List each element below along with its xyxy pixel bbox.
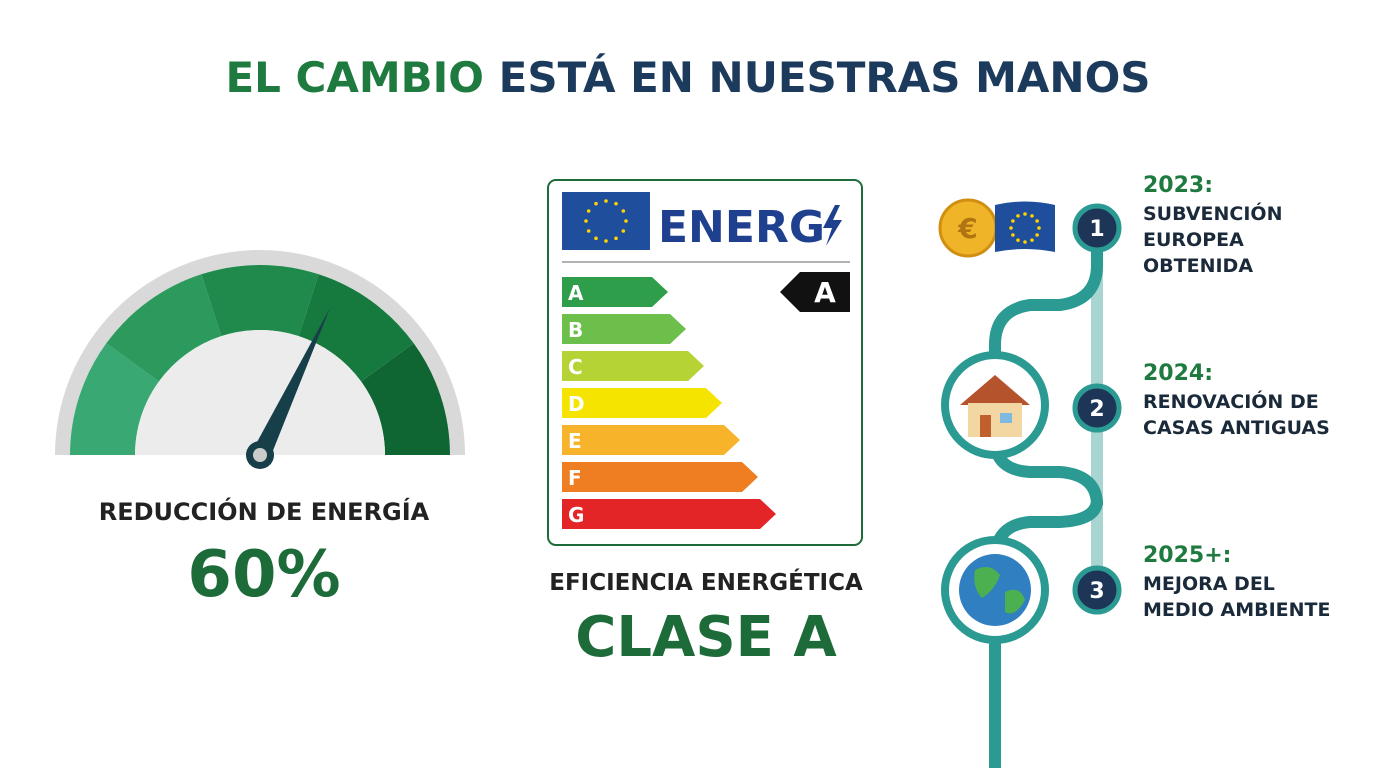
efficiency-bar <box>562 277 668 307</box>
eu-star <box>1037 226 1041 230</box>
eu-star <box>1011 233 1015 237</box>
efficiency-class: A <box>568 281 584 305</box>
house-door <box>980 415 991 437</box>
eu-star <box>1009 226 1013 230</box>
eu-star <box>614 201 618 206</box>
eu-star <box>1035 233 1039 237</box>
timeline-path <box>989 228 1103 768</box>
globe-land <box>974 566 1025 614</box>
eu-flag-small <box>995 201 1055 252</box>
efficiency-bar <box>562 462 758 492</box>
house-body <box>968 403 1022 437</box>
gauge-segment <box>201 265 319 337</box>
eu-star <box>1016 214 1020 218</box>
efficiency-bar <box>562 351 704 381</box>
efficiency-class: G <box>568 503 584 527</box>
gauge-segment <box>70 343 159 455</box>
gauge-value: 60% <box>187 538 340 612</box>
title: EL CAMBIO ESTÁ EN NUESTRAS MANOS <box>225 52 1150 102</box>
eu-star <box>1016 238 1020 242</box>
step-circle <box>1072 383 1122 433</box>
rating-arrow <box>780 272 850 312</box>
gauge-segment <box>361 343 450 455</box>
step-circle <box>1072 565 1122 615</box>
efficiency-bar <box>562 499 776 529</box>
gauge <box>55 250 465 469</box>
label-class: CLASE A <box>575 605 837 670</box>
energy-header: ENERG <box>658 202 825 253</box>
eu-star <box>621 229 626 233</box>
bolt-icon <box>823 205 842 246</box>
step-year: 2024: <box>1143 361 1213 386</box>
eu-star <box>594 236 598 241</box>
step-number: 3 <box>1089 579 1104 604</box>
house-window <box>1000 413 1012 423</box>
eu-star <box>1023 240 1027 244</box>
step-year: 2023: <box>1143 173 1213 198</box>
step-circle <box>1072 203 1122 253</box>
needle-pin <box>253 448 267 462</box>
eu-star <box>586 209 591 213</box>
eu-star <box>1011 219 1015 223</box>
eu-star <box>604 199 608 203</box>
eu-star <box>594 201 598 206</box>
gauge-needle <box>250 308 330 458</box>
step-year: 2025+: <box>1143 543 1231 568</box>
efficiency-class: E <box>568 429 582 453</box>
gauge-center <box>135 330 385 455</box>
step-text: EUROPEA <box>1143 229 1244 251</box>
eu-star <box>1030 214 1034 218</box>
step-text: MEDIO AMBIENTE <box>1143 599 1330 621</box>
gauge-segment <box>106 274 222 382</box>
efficiency-class: B <box>568 318 583 342</box>
house-roof <box>960 375 1030 405</box>
step-text: MEJORA DEL <box>1143 573 1275 595</box>
efficiency-bar <box>562 314 686 344</box>
label-caption: EFICIENCIA ENERGÉTICA <box>549 568 863 596</box>
eu-star <box>1023 212 1027 216</box>
globe <box>959 554 1031 626</box>
eu-star <box>586 229 591 233</box>
step-number: 1 <box>1089 217 1104 242</box>
eu-star <box>624 219 628 223</box>
efficiency-class: D <box>568 392 585 416</box>
gauge-label: REDUCCIÓN DE ENERGÍA <box>99 496 430 526</box>
coin-symbol: € <box>957 212 977 245</box>
eu-star <box>604 239 608 243</box>
efficiency-class: C <box>568 355 583 379</box>
eu-star <box>1035 219 1039 223</box>
gauge-segment <box>298 274 414 382</box>
efficiency-bar <box>562 425 740 455</box>
step-number: 2 <box>1089 397 1104 422</box>
efficiency-class: F <box>568 466 582 490</box>
eu-star <box>621 209 626 213</box>
step-text: SUBVENCIÓN <box>1143 201 1282 225</box>
title-green: EL CAMBIO <box>225 53 484 102</box>
eu-star <box>614 236 618 241</box>
efficiency-bar <box>562 388 722 418</box>
eu-star <box>584 219 588 223</box>
step-text: OBTENIDA <box>1143 255 1253 277</box>
step-text: CASAS ANTIGUAS <box>1143 417 1330 439</box>
title-navy: ESTÁ EN NUESTRAS MANOS <box>499 52 1151 102</box>
step-text: RENOVACIÓN DE <box>1143 389 1319 413</box>
rating: A <box>814 276 836 309</box>
eu-star <box>1030 238 1034 242</box>
